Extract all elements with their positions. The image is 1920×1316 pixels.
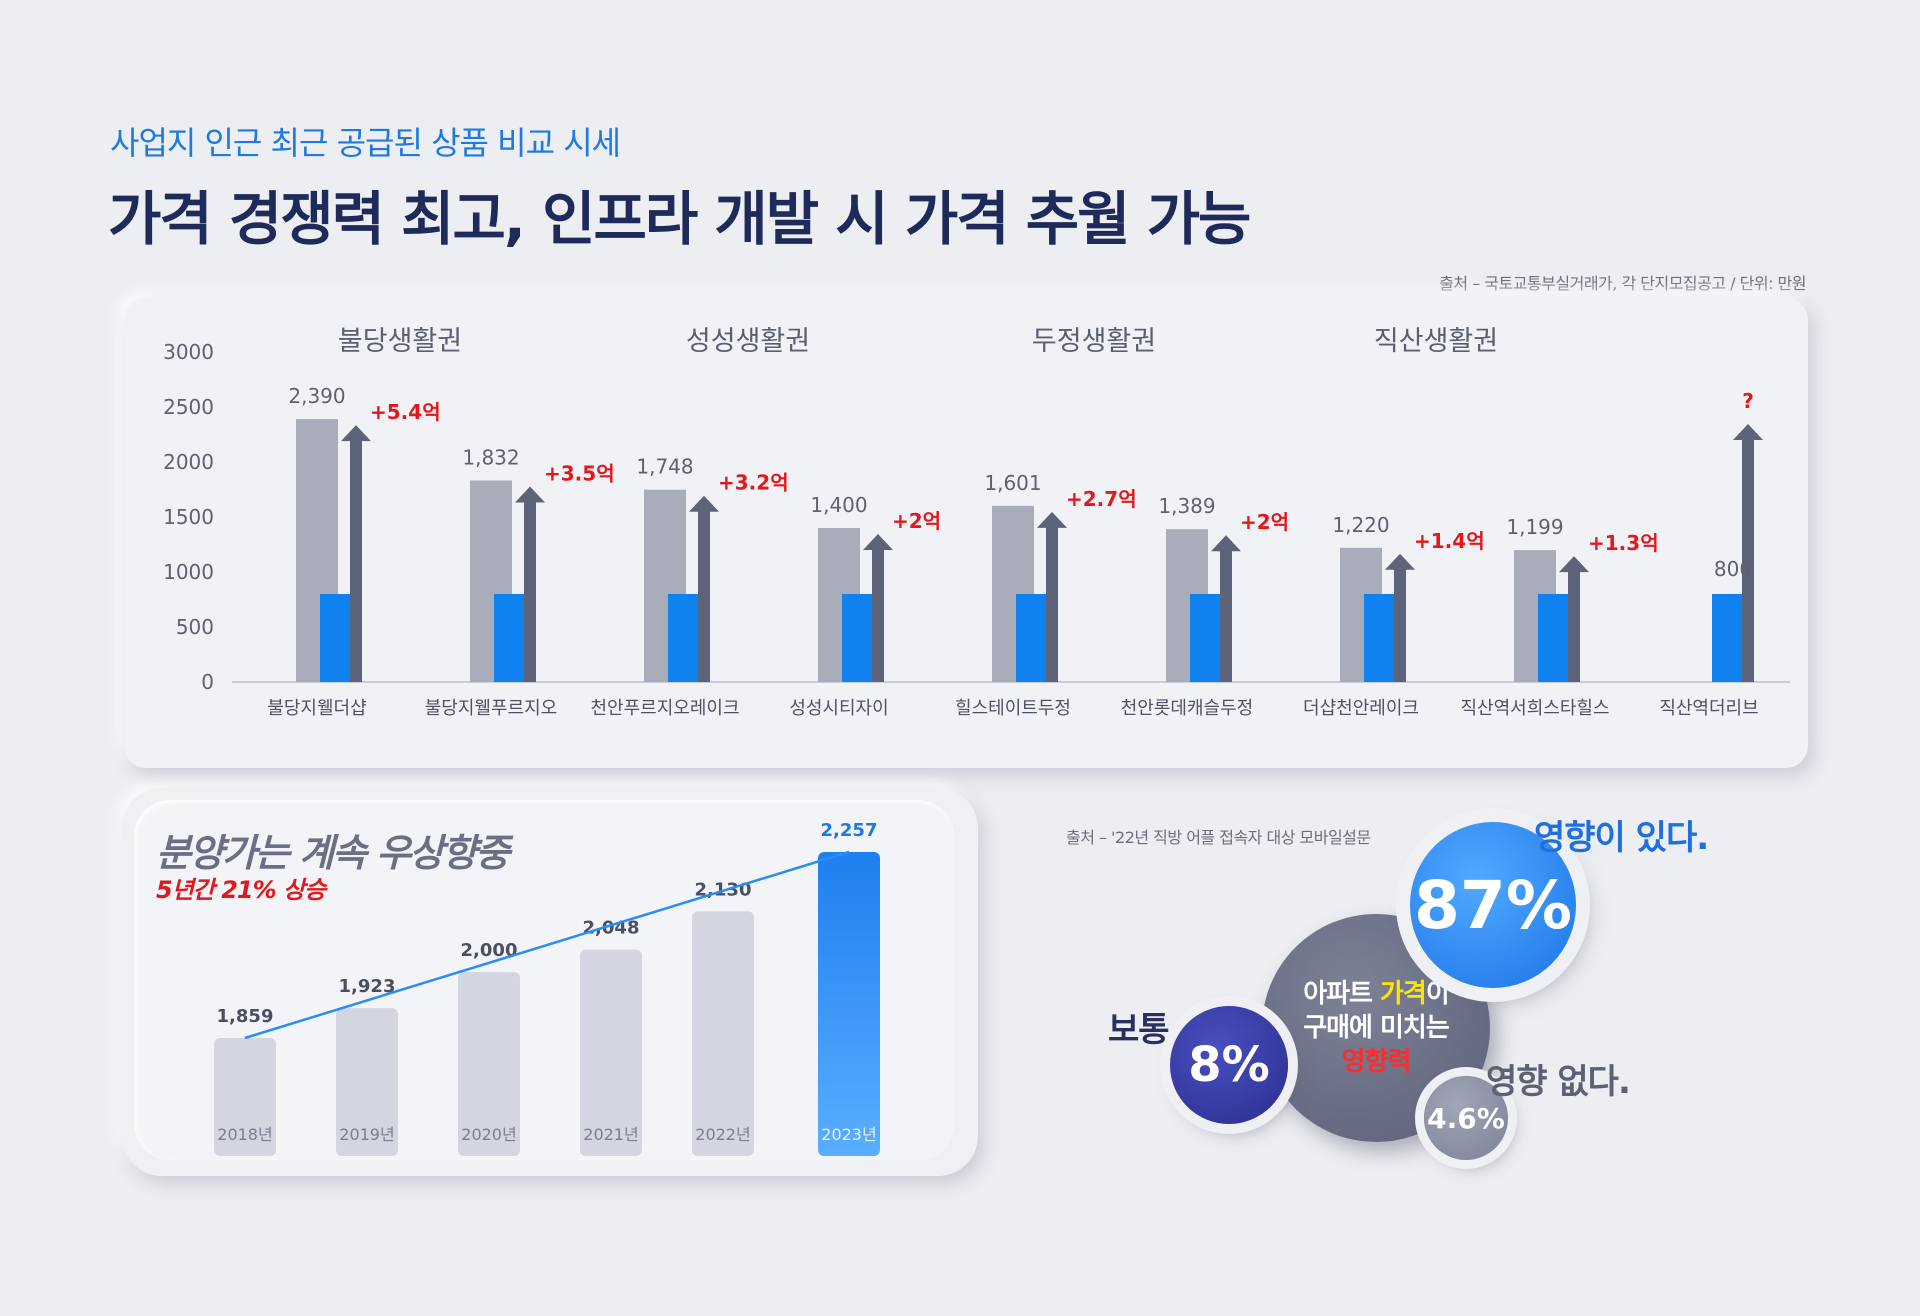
center-text-c: 이 bbox=[1425, 979, 1450, 1009]
bar-year bbox=[458, 972, 520, 1156]
growth-title: 분양가는 계속 우상향중 bbox=[156, 831, 510, 875]
year-value-label: 2,000 bbox=[461, 940, 518, 961]
category-label: 더샵천안레이크 bbox=[1303, 698, 1419, 719]
bar-value-label: 1,601 bbox=[984, 471, 1041, 495]
category-label: 직산역더리브 bbox=[1659, 698, 1758, 719]
bar-value-label: 800 bbox=[1714, 557, 1752, 581]
arrow-shaft bbox=[1568, 568, 1580, 682]
bar-value-label: 1,389 bbox=[1158, 494, 1215, 518]
year-value-label: 1,923 bbox=[339, 976, 396, 997]
bar-value-label: 1,199 bbox=[1506, 515, 1563, 539]
bar-value-label: 1,748 bbox=[636, 455, 693, 479]
year-label: 2019년 bbox=[339, 1125, 394, 1144]
arrow-head bbox=[1385, 553, 1415, 570]
center-text-line3: 영향력 bbox=[1341, 1047, 1412, 1077]
group-header: 직산생활권 bbox=[1374, 326, 1498, 357]
category-label: 힐스테이트두정 bbox=[955, 698, 1071, 719]
price-diff-label: +2억 bbox=[1240, 510, 1289, 534]
y-tick-label: 1000 bbox=[163, 560, 214, 584]
year-label: 2022년 bbox=[695, 1125, 750, 1144]
arrow-shaft bbox=[1394, 565, 1406, 682]
price-diff-label: +3.5억 bbox=[544, 461, 615, 485]
bar-value-label: 1,220 bbox=[1332, 513, 1389, 537]
bar-year bbox=[692, 911, 754, 1156]
y-tick-label: 3000 bbox=[163, 340, 214, 364]
group-header: 성성생활권 bbox=[686, 326, 810, 357]
y-tick-label: 500 bbox=[176, 615, 214, 639]
arrow-head bbox=[341, 425, 371, 442]
year-label: 2023년 bbox=[821, 1125, 876, 1144]
arrow-shaft bbox=[1046, 523, 1058, 682]
year-value-label: 1,859 bbox=[217, 1006, 274, 1027]
year-label: 2018년 bbox=[217, 1125, 272, 1144]
center-text-a: 아파트 bbox=[1303, 979, 1381, 1009]
arrow-shaft bbox=[872, 546, 884, 682]
year-value-label: 2,048 bbox=[583, 918, 640, 939]
y-tick-label: 2500 bbox=[163, 395, 214, 419]
bar-year bbox=[214, 1038, 276, 1156]
price-diff-label: ? bbox=[1742, 389, 1754, 413]
group-header: 두정생활권 bbox=[1032, 326, 1156, 357]
growth-subtitle: 5년간 21% 상승 bbox=[156, 876, 326, 904]
category-label: 성성시티자이 bbox=[789, 698, 888, 719]
year-label: 2020년 bbox=[461, 1125, 516, 1144]
bubble-87: 87% bbox=[1410, 822, 1576, 988]
label-not-influenced: 영향 없다. bbox=[1486, 1062, 1631, 1102]
arrow-shaft bbox=[1220, 547, 1232, 682]
year-label: 2021년 bbox=[583, 1125, 638, 1144]
arrow-shaft bbox=[524, 498, 536, 682]
year-value-label: 2,257 bbox=[821, 820, 878, 841]
center-text-line2: 구매에 미치는 bbox=[1303, 1013, 1450, 1043]
bar-year bbox=[580, 949, 642, 1156]
arrow-head bbox=[689, 495, 719, 512]
y-tick-label: 1500 bbox=[163, 505, 214, 529]
y-tick-label: 2000 bbox=[163, 450, 214, 474]
bar-highlight bbox=[818, 852, 880, 1156]
arrow-head bbox=[1211, 535, 1241, 552]
arrow-head bbox=[515, 486, 545, 503]
price-diff-label: +2억 bbox=[892, 509, 941, 533]
price-diff-label: +1.4억 bbox=[1414, 529, 1485, 553]
page-title: 가격 경쟁력 최고, 인프라 개발 시 가격 추월 가능 bbox=[108, 185, 1251, 253]
category-label: 불당지웰더샵 bbox=[267, 698, 366, 719]
bar-value-label: 1,400 bbox=[810, 493, 867, 517]
category-label: 불당지웰푸르지오 bbox=[425, 698, 557, 719]
label-influenced: 영향이 있다. bbox=[1534, 818, 1709, 858]
price-diff-label: +3.2억 bbox=[718, 471, 789, 495]
trend-line bbox=[244, 850, 850, 1040]
category-label: 천안푸르지오레이크 bbox=[590, 698, 739, 719]
price-diff-label: +1.3억 bbox=[1588, 531, 1659, 555]
price-diff-label: +5.4억 bbox=[370, 400, 441, 424]
label-neutral: 보통 bbox=[1108, 1010, 1170, 1050]
group-header: 불당생활권 bbox=[338, 326, 462, 357]
arrow-head bbox=[1733, 424, 1763, 440]
category-label: 직산역서희스타힐스 bbox=[1460, 698, 1609, 719]
bar-year bbox=[336, 1008, 398, 1156]
price-comparison-card bbox=[124, 298, 1808, 768]
price-diff-label: +2.7억 bbox=[1066, 487, 1137, 511]
y-tick-label: 0 bbox=[201, 670, 214, 694]
bubble-8: 8% bbox=[1170, 1006, 1288, 1124]
bubble-4-6: 4.6% bbox=[1424, 1076, 1508, 1160]
bar-value-label: 2,390 bbox=[288, 384, 345, 408]
arrow-shaft bbox=[698, 507, 710, 682]
page-subtitle: 사업지 인근 최근 공급된 상품 비교 시세 bbox=[110, 124, 621, 162]
category-label: 천안롯데캐슬두정 bbox=[1121, 698, 1253, 719]
center-text-price: 가격 bbox=[1380, 979, 1427, 1009]
arrow-shaft bbox=[350, 437, 362, 682]
arrow-head bbox=[1037, 511, 1067, 528]
bar-value-label: 1,832 bbox=[462, 445, 519, 469]
source-note: 출처 – 국토교통부실거래가, 각 단지모집공고 / 단위: 만원 bbox=[1439, 274, 1806, 293]
survey-source: 출처 – '22년 직방 어플 접속자 대상 모바일설문 bbox=[1066, 828, 1371, 847]
arrow-head bbox=[1559, 556, 1589, 573]
arrow-shaft bbox=[1742, 436, 1754, 682]
arrow-head bbox=[863, 534, 893, 550]
